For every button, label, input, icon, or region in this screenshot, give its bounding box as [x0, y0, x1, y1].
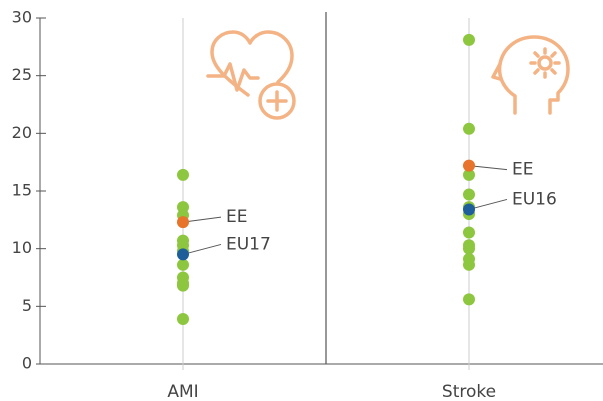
y-tick-label: 25 [12, 65, 32, 84]
leader-line [468, 165, 508, 171]
x-tick-label: Stroke [442, 382, 496, 401]
point [463, 122, 475, 135]
leader-line [182, 216, 222, 223]
y-tick-label: 15 [12, 181, 32, 200]
y-tick-label: 5 [22, 296, 32, 315]
point [463, 293, 475, 306]
leader-line [468, 198, 508, 210]
y-tick-label: 20 [12, 123, 32, 142]
y-tick-label: 10 [12, 238, 32, 257]
x-tick-label: AMI [167, 382, 198, 401]
leader-line [182, 243, 222, 255]
highlight-point [463, 159, 475, 172]
point [463, 33, 475, 46]
point [463, 226, 475, 239]
highlight-label: EU16 [512, 189, 557, 209]
head-icon [491, 35, 570, 115]
point [177, 258, 189, 271]
heart-icon [206, 30, 296, 120]
point [177, 279, 189, 292]
point [463, 242, 475, 255]
point [463, 258, 475, 271]
point [463, 188, 475, 201]
point [177, 168, 189, 181]
highlight-label: EE [512, 160, 533, 180]
highlight-label: EE [226, 207, 247, 227]
point [463, 168, 475, 181]
point [177, 313, 189, 326]
y-tick-label: 30 [12, 8, 32, 27]
highlight-label: EU17 [226, 234, 271, 254]
highlight-point [177, 248, 189, 261]
y-tick-label: 0 [22, 354, 32, 373]
highlight-point [177, 216, 189, 229]
highlight-point [463, 203, 475, 216]
